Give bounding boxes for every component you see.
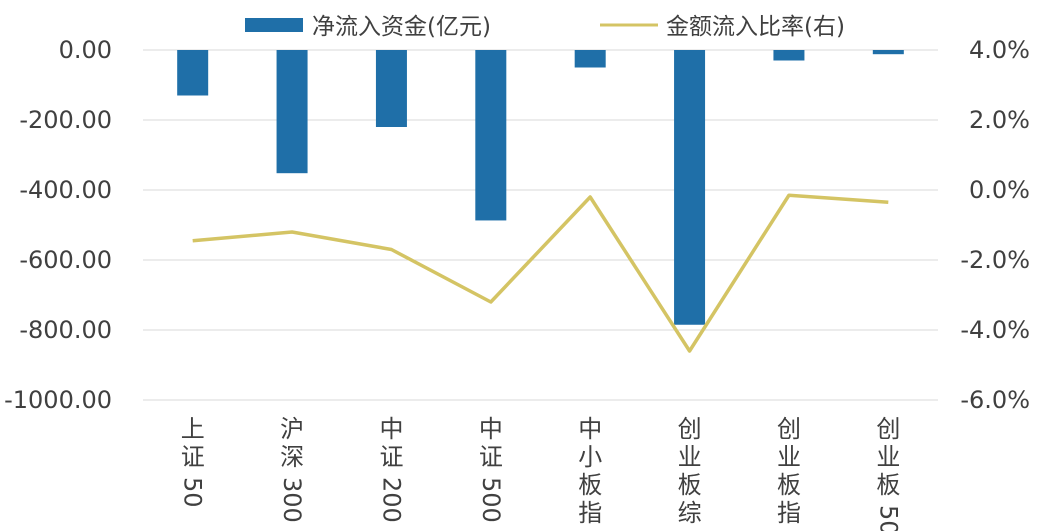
legend-bar-swatch: [245, 18, 303, 32]
category-label: 中小板指: [578, 415, 602, 527]
category-label: 中证: [479, 415, 503, 471]
line-series: [192, 193, 889, 353]
category-label: 上证: [181, 415, 205, 471]
category-label-digits: 500: [477, 477, 505, 523]
bar-series: [177, 50, 904, 325]
category-label: 沪深: [280, 415, 304, 471]
category-label: 创业板: [876, 415, 900, 499]
category-label-digits: 50: [874, 505, 902, 531]
left-axis: 0.00 -200.00 -400.00 -600.00 -800.00 -1000.00: [4, 36, 112, 414]
right-tick-label: -6.0%: [960, 386, 1030, 414]
bar: [574, 50, 606, 68]
left-tick-label: -600.00: [19, 246, 112, 274]
legend-line-label: 金额流入比率(右): [666, 14, 845, 40]
x-axis-categories: 上证 50 沪深 300 中证 200 中证 500 中小板指 创业板综 创业板指 创业板 50: [179, 415, 903, 531]
right-tick-label: -2.0%: [960, 246, 1030, 274]
left-tick-label: -1000.00: [4, 386, 112, 414]
category-label: 创业板指: [777, 415, 801, 527]
bar: [475, 50, 507, 221]
category-label-digits: 300: [278, 477, 306, 523]
category-label: 中证: [379, 415, 403, 471]
legend: 净流入资金(亿元) 金额流入比率(右): [245, 14, 845, 40]
bar: [177, 50, 209, 96]
bar: [375, 50, 407, 127]
legend-bar-label: 净流入资金(亿元): [312, 14, 491, 40]
left-tick-label: 0.00: [59, 36, 112, 64]
bar: [276, 50, 308, 174]
left-tick-label: -800.00: [19, 316, 112, 344]
line-path: [192, 193, 889, 353]
category-label-digits: 50: [179, 477, 207, 508]
bar: [872, 50, 904, 55]
left-tick-label: -400.00: [19, 176, 112, 204]
right-tick-label: 0.0%: [969, 176, 1030, 204]
category-label-digits: 200: [377, 477, 405, 523]
bar: [674, 50, 706, 325]
category-label: 创业板综: [678, 415, 702, 527]
right-tick-label: 2.0%: [969, 106, 1030, 134]
left-tick-label: -200.00: [19, 106, 112, 134]
gridlines: [143, 49, 938, 401]
bar: [773, 50, 805, 61]
right-tick-label: 4.0%: [969, 36, 1030, 64]
right-axis: 4.0% 2.0% 0.0% -2.0% -4.0% -6.0%: [960, 36, 1030, 414]
right-tick-label: -4.0%: [960, 316, 1030, 344]
